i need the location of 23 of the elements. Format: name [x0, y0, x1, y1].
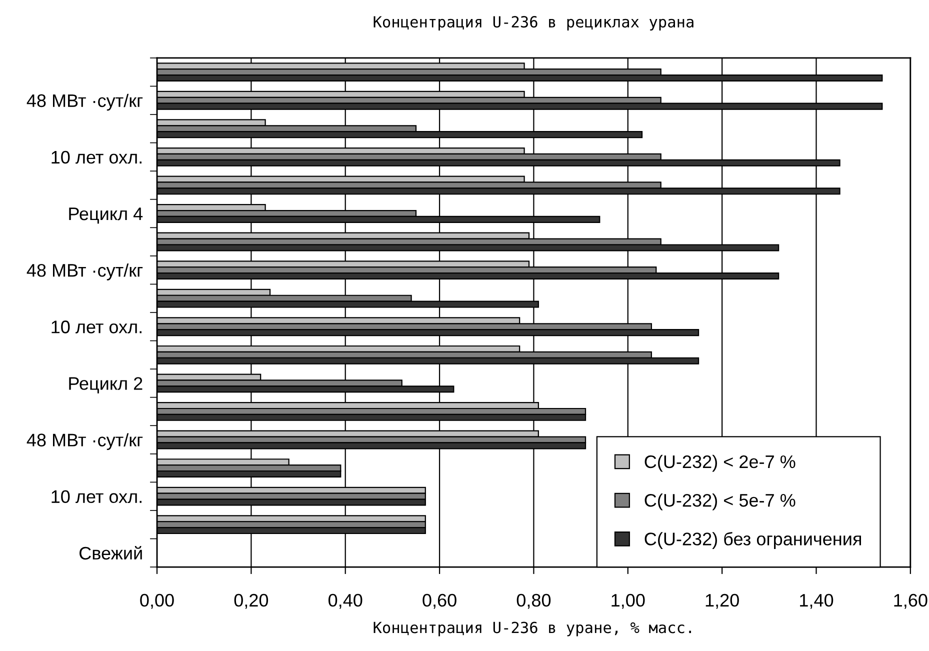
legend-label: C(U-232) < 5e-7 %: [644, 493, 796, 510]
y-tick-label: 10 лет охл.: [52, 150, 142, 164]
y-tick-label: 48 МВт ·сут/кг: [26, 94, 143, 111]
x-tick-label: 0,20: [234, 594, 268, 609]
x-axis-title: Концентрация U-236 в уране, % масс.: [374, 622, 692, 636]
x-tick-label: 0,40: [328, 594, 362, 609]
y-tick-label: Рецикл 2: [69, 377, 142, 394]
y-tick-label: Свежий: [80, 546, 142, 560]
y-tick-label: 10 лет охл.: [52, 320, 142, 334]
x-tick-label: 1,40: [800, 594, 834, 609]
y-tick-label: 10 лет охл.: [52, 490, 142, 504]
x-tick-label: 1,00: [612, 594, 645, 609]
x-tick-label: 0,00: [140, 594, 174, 609]
x-tick-label: 1,20: [706, 594, 739, 609]
x-tick-label: 0,60: [422, 594, 456, 609]
y-tick-label: 48 МВт ·сут/кг: [26, 433, 143, 450]
y-tick-label: 48 МВт ·сут/кг: [26, 264, 143, 280]
x-tick-label: 0,80: [516, 594, 551, 609]
x-tick-label: 1,60: [894, 594, 928, 609]
legend-label: C(U-232) без ограничения: [644, 532, 861, 549]
y-tick-label: Рецикл 4: [69, 208, 143, 224]
legend-label: C(U-232) < 2e-7 %: [644, 454, 796, 472]
chart-title: Концентрация U-236 в рециклах урана: [374, 16, 694, 31]
